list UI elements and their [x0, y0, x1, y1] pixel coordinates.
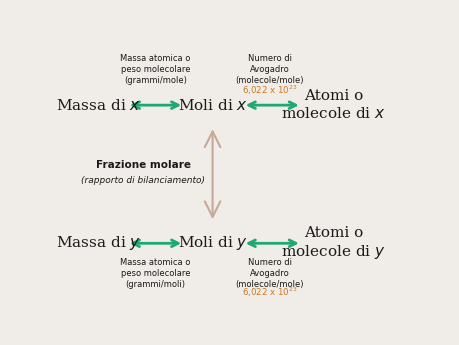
Text: Numero di
Avogadro
(molecole/mole): Numero di Avogadro (molecole/mole)	[235, 54, 303, 85]
Text: 6,022 x 10$^{23}$: 6,022 x 10$^{23}$	[241, 84, 297, 97]
Text: Moli di $x$: Moli di $x$	[177, 98, 247, 113]
Text: Moli di $y$: Moli di $y$	[177, 234, 247, 252]
Text: Massa di $x$: Massa di $x$	[56, 98, 140, 113]
Text: Numero di
Avogadro
(molecole/mole): Numero di Avogadro (molecole/mole)	[235, 258, 303, 289]
Text: Massa atomica o
peso molecolare
(grammi/mole): Massa atomica o peso molecolare (grammi/…	[120, 54, 190, 85]
Text: Massa atomica o
peso molecolare
(grammi/moli): Massa atomica o peso molecolare (grammi/…	[120, 258, 190, 289]
Text: 6,022 x 10$^{23}$: 6,022 x 10$^{23}$	[241, 286, 297, 299]
Text: Frazione molare: Frazione molare	[95, 160, 190, 170]
Text: Atomi o
molecole di $y$: Atomi o molecole di $y$	[281, 226, 385, 260]
Text: Atomi o
molecole di $x$: Atomi o molecole di $x$	[281, 89, 385, 121]
Text: (rapporto di bilanciamento): (rapporto di bilanciamento)	[81, 176, 205, 185]
Text: Massa di $y$: Massa di $y$	[56, 234, 141, 252]
